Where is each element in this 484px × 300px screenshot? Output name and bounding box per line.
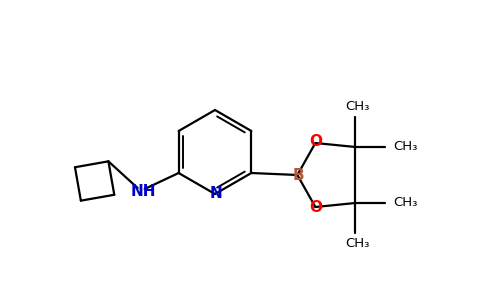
Text: CH₃: CH₃: [393, 196, 418, 209]
Text: CH₃: CH₃: [393, 140, 418, 154]
Text: CH₃: CH₃: [345, 100, 370, 113]
Text: N: N: [210, 185, 222, 200]
Text: O: O: [309, 200, 322, 215]
Text: O: O: [309, 134, 322, 149]
Text: B: B: [292, 167, 304, 182]
Text: NH: NH: [131, 184, 156, 200]
Text: CH₃: CH₃: [345, 237, 370, 250]
